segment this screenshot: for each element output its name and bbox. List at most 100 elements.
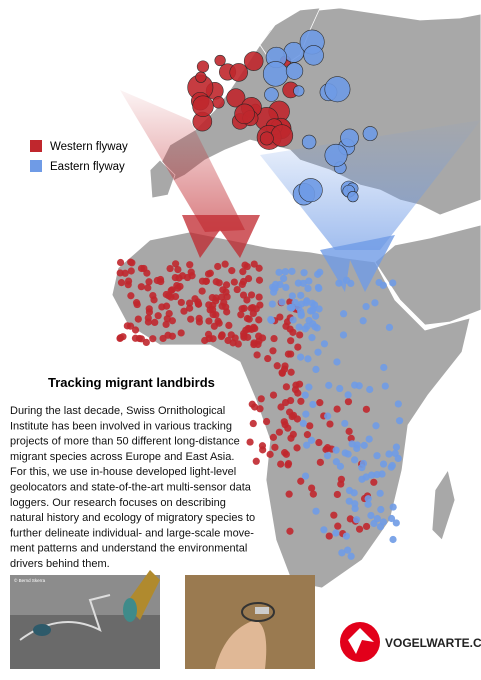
track-dot <box>303 322 311 330</box>
track-dot <box>242 326 250 334</box>
track-dot <box>325 532 333 540</box>
track-dot <box>351 500 359 508</box>
track-dot <box>308 484 316 492</box>
track-dot <box>308 299 316 307</box>
western-arrow <box>182 215 260 258</box>
track-dot <box>287 337 295 345</box>
track-dot <box>305 383 313 391</box>
track-dot <box>212 96 225 109</box>
track-dot <box>282 383 291 391</box>
track-dot <box>187 315 195 323</box>
track-dot <box>222 281 231 289</box>
track-dot <box>206 269 214 277</box>
track-dot <box>230 278 238 286</box>
legend-label: Eastern flyway <box>50 161 125 173</box>
track-dot <box>293 444 301 452</box>
track-dot <box>381 382 389 390</box>
track-dot <box>267 315 275 324</box>
track-dot <box>296 353 305 361</box>
track-dot <box>158 303 166 311</box>
track-dot <box>166 264 174 273</box>
track-dot <box>372 422 380 430</box>
track-dot <box>314 348 322 356</box>
article-line: ment patterns and understand the environ… <box>10 543 247 555</box>
track-dot <box>345 497 353 505</box>
track-dot <box>286 527 294 535</box>
track-dot <box>333 490 341 499</box>
track-dot <box>284 461 292 469</box>
track-dot <box>212 294 220 302</box>
track-dot <box>359 459 368 468</box>
track-dot <box>295 323 303 331</box>
track-dot <box>288 267 296 275</box>
track-dot <box>255 276 264 284</box>
track-dot <box>389 279 397 287</box>
track-dot <box>334 522 342 530</box>
track-dot <box>241 261 249 269</box>
track-dot <box>320 340 329 348</box>
track-dot <box>371 299 379 307</box>
track-dot <box>234 103 255 125</box>
track-dot <box>195 71 207 83</box>
eastern-flow <box>260 120 481 250</box>
track-dot <box>338 549 346 557</box>
track-dot <box>299 419 307 428</box>
legend-label: Western flyway <box>50 141 128 153</box>
legend-swatch <box>30 140 42 152</box>
track-dot <box>297 311 305 319</box>
track-dot <box>262 61 289 87</box>
track-dot <box>247 291 256 299</box>
track-dot <box>268 300 276 308</box>
track-dot <box>362 126 378 142</box>
track-dot <box>388 461 396 470</box>
track-dot <box>116 269 124 277</box>
track-dot <box>239 291 248 299</box>
track-dot <box>293 85 305 97</box>
track-dot <box>289 316 297 324</box>
track-dot <box>362 522 371 531</box>
track-dot <box>282 283 290 291</box>
track-dot <box>126 322 135 330</box>
track-dot <box>394 400 402 408</box>
track-dot <box>330 511 338 519</box>
track-dot <box>309 490 317 498</box>
track-dot <box>215 319 223 327</box>
track-dot <box>273 362 281 370</box>
track-dot <box>379 281 387 289</box>
article-line: Institute has been involved in various t… <box>10 420 232 432</box>
track-dot <box>144 314 152 322</box>
track-dot <box>312 507 320 515</box>
article-title: Tracking migrant landbirds <box>48 375 215 390</box>
article-line: geolocators and state-of-the-art multi-s… <box>10 482 252 494</box>
track-dot <box>285 490 293 498</box>
track-dot <box>302 410 310 418</box>
track-dot <box>303 431 312 439</box>
track-dot <box>149 335 157 343</box>
track-dot <box>380 363 388 372</box>
track-dot <box>229 63 248 82</box>
track-dot <box>186 304 194 312</box>
track-dot <box>301 391 309 399</box>
track-dot <box>315 284 323 293</box>
track-dot <box>332 446 340 454</box>
track-dot <box>303 45 324 66</box>
track-dot <box>281 398 290 407</box>
track-dot <box>305 316 313 325</box>
track-dot <box>347 552 355 560</box>
track-dot <box>359 317 367 325</box>
track-dot <box>198 287 206 295</box>
track-dot <box>243 314 252 323</box>
track-dot <box>270 124 294 147</box>
track-dot <box>304 284 312 293</box>
track-dot <box>259 446 267 454</box>
track-dot <box>192 95 214 117</box>
track-dot <box>307 436 316 444</box>
track-dot <box>244 274 253 283</box>
track-dot <box>341 419 349 428</box>
track-dot <box>271 280 280 288</box>
track-dot <box>376 489 384 497</box>
track-dot <box>252 457 260 465</box>
track-dot <box>309 400 317 409</box>
track-dot <box>336 462 345 470</box>
track-dot <box>303 297 311 305</box>
